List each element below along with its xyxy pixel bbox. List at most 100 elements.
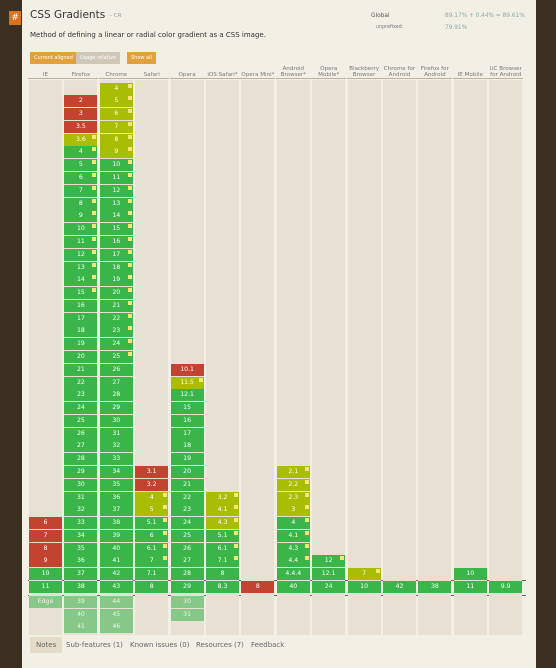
support-cell: 3.6 (64, 133, 98, 146)
prefix-flag (234, 543, 238, 548)
support-cell: 14 (99, 210, 133, 223)
support-cell: 35 (64, 542, 98, 555)
support-cell: 8 (135, 581, 169, 593)
support-cell: 9 (29, 555, 62, 568)
support-cell: 19 (64, 338, 98, 351)
title: CSS Gradients (30, 9, 106, 21)
prefix-flag (304, 556, 309, 561)
support-cell: 35 (99, 478, 133, 491)
support-cell: 10.1 (170, 363, 204, 376)
browser-name: Android Browser* (275, 56, 311, 79)
prefix-flag (234, 556, 238, 561)
prefix-flag (127, 185, 132, 190)
support-cell: 13 (99, 197, 133, 210)
support-cell: 8 (99, 133, 133, 146)
support-cell: 6 (64, 172, 98, 185)
browser-column (206, 80, 239, 635)
support-cell: 11 (99, 172, 133, 185)
support-cell: 16 (64, 299, 98, 312)
support-cell: 4 (64, 146, 98, 159)
prefix-flag (163, 518, 168, 523)
control-button[interactable]: Current aligned (30, 52, 77, 64)
support-cell: 36 (64, 555, 98, 568)
support-cell: 12.1 (170, 389, 204, 402)
tab[interactable]: Sub-features (1) (66, 641, 123, 649)
support-cell: 37 (64, 568, 98, 581)
support-cell: 18 (170, 440, 204, 453)
prefix-flag (127, 288, 132, 293)
support-cell: 9 (64, 210, 98, 223)
prefix-flag (304, 505, 309, 510)
support-cell: 7 (64, 184, 98, 197)
support-cell: 3.5 (64, 120, 98, 133)
support-cell: 17 (170, 427, 204, 440)
prefix-flag (127, 249, 132, 254)
browser-column (135, 80, 169, 635)
support-cell: 4.3 (206, 517, 239, 530)
support-cell: 6 (135, 529, 169, 542)
browser-column (347, 80, 381, 635)
support-cell: 30 (64, 478, 98, 491)
support-cell: 7 (29, 529, 62, 542)
support-cell: 6 (99, 108, 133, 121)
browser-name: Firefox for Android (417, 56, 453, 79)
tab[interactable]: Notes (30, 637, 63, 653)
browser-name: Firefox (63, 56, 99, 79)
support-cell: 16 (170, 414, 204, 427)
support-cell: 42 (99, 568, 133, 581)
support-cell: 18 (99, 261, 133, 274)
support-cell: 28 (99, 389, 133, 402)
prefix-flag (127, 351, 132, 356)
support-cell: 8 (206, 568, 239, 581)
control-button[interactable]: Usage relative (76, 52, 121, 64)
support-cell: 40 (64, 608, 98, 621)
support-cell: 24 (64, 402, 98, 415)
support-cell: 4.1 (276, 529, 310, 542)
support-cell: 41 (99, 555, 133, 568)
support-cell: 19 (170, 453, 204, 466)
prefix-flag (127, 134, 132, 139)
support-cell: 7 (99, 120, 133, 133)
browser-name: Opera Mobile* (311, 56, 347, 79)
tab[interactable]: Feedback (251, 641, 285, 649)
browser-name: IE (28, 56, 63, 79)
browser-name: Opera (169, 56, 205, 79)
support-cell: 3 (64, 108, 98, 121)
prefix-flag (163, 556, 168, 561)
support-cell: 23 (64, 389, 98, 402)
support-cell: 27 (64, 440, 98, 453)
prefix-flag (375, 569, 380, 574)
support-cell: 2.3 (276, 491, 310, 504)
prefix-flag (127, 236, 132, 241)
browser-column (453, 80, 487, 635)
support-cell: 25 (170, 529, 204, 542)
support-cell: 6.1 (206, 542, 239, 555)
support-cell: 4.1 (206, 504, 239, 517)
support-cell: 15 (99, 223, 133, 236)
support-cell: 11 (453, 581, 487, 593)
prefix-flag (92, 249, 97, 254)
support-cell: 4.4 (276, 555, 310, 568)
support-cell: Edge (29, 595, 62, 608)
description: Method of defining a linear or radial co… (30, 31, 266, 39)
support-cell: 12 (312, 555, 346, 568)
support-cell: 16 (99, 235, 133, 248)
support-cell: 24 (99, 338, 133, 351)
support-cell: 15 (64, 287, 98, 300)
tab[interactable]: Known issues (0) (130, 641, 190, 649)
anchor-icon[interactable]: # (9, 11, 21, 25)
support-cell: 33 (99, 453, 133, 466)
support-cell: 4.3 (276, 542, 310, 555)
prefix-flag (92, 224, 97, 229)
support-cell: 5 (135, 504, 169, 517)
support-cell: 25 (64, 414, 98, 427)
support-cell: 6.1 (135, 542, 169, 555)
prefix-flag (92, 262, 97, 267)
prefix-flag (127, 198, 132, 203)
support-cell: 2.2 (276, 478, 310, 491)
support-cell: 7 (135, 555, 169, 568)
prefix-flag (304, 492, 309, 497)
control-button[interactable]: Show all (127, 52, 156, 64)
tab[interactable]: Resources (7) (196, 641, 244, 649)
prefix-flag (92, 185, 97, 190)
